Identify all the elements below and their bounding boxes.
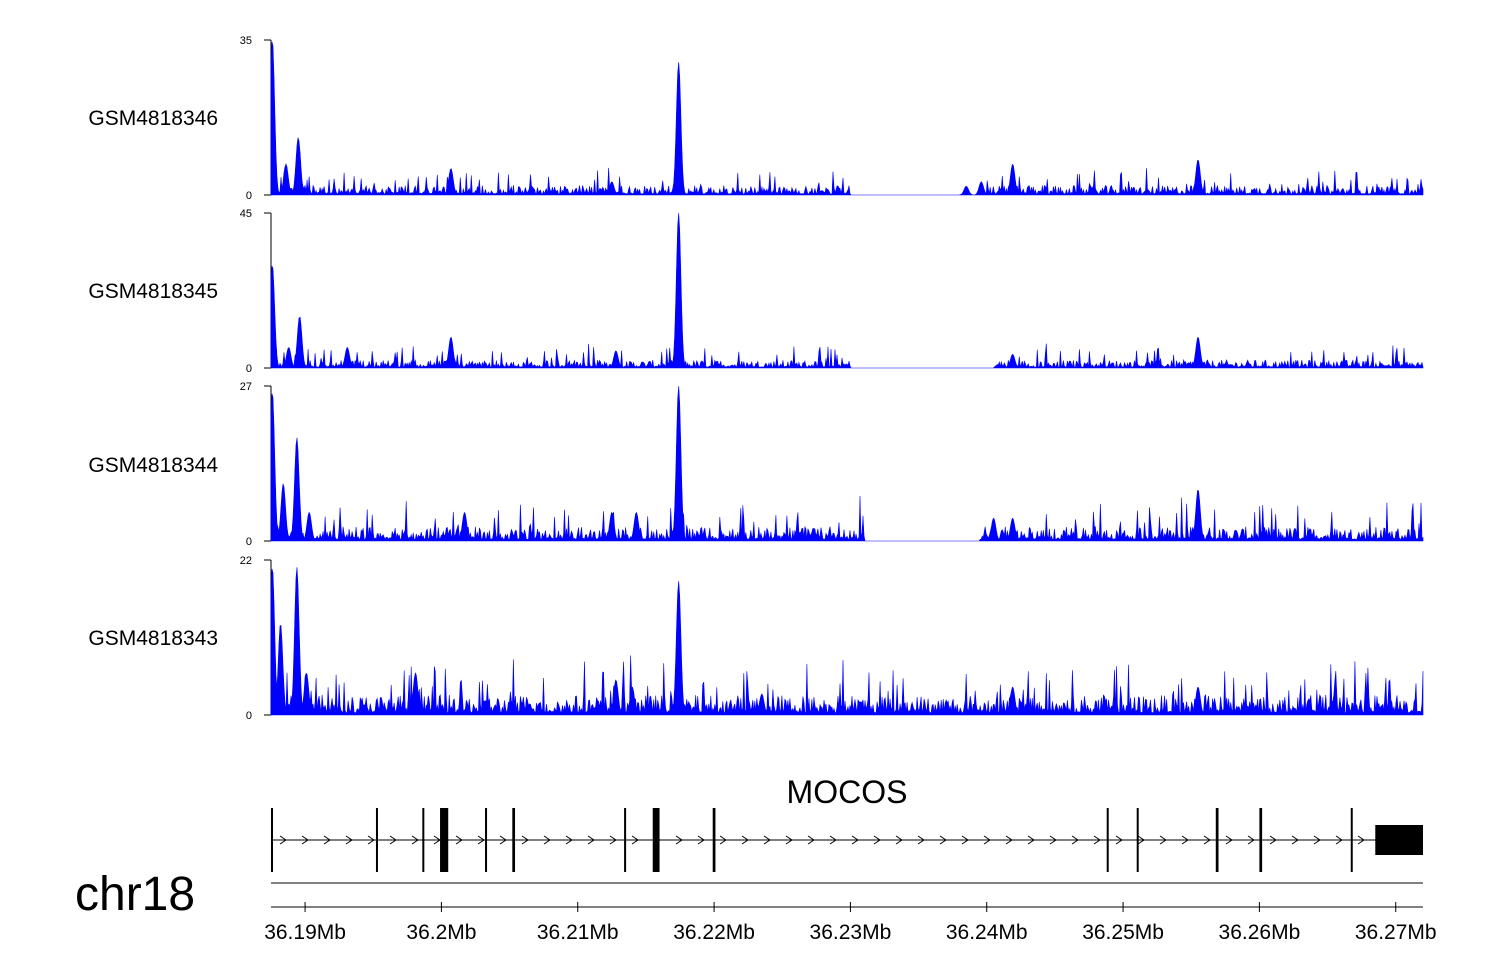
strand-arrow (1115, 835, 1123, 845)
strand-arrow (1049, 835, 1057, 845)
exon (1350, 808, 1353, 872)
strand-arrow (851, 835, 859, 845)
gene-model (271, 808, 1423, 872)
strand-arrow (895, 835, 903, 845)
y-tick-label-max: 45 (240, 208, 252, 220)
coverage-area (270, 213, 1424, 369)
strand-arrow (1225, 835, 1233, 845)
strand-arrow (1137, 835, 1145, 845)
exon (422, 808, 425, 872)
strand-arrow (279, 835, 287, 845)
coverage-area (270, 41, 1424, 196)
strand-arrow (521, 835, 529, 845)
y-tick-label-min: 0 (246, 190, 252, 202)
strand-arrow (609, 835, 617, 845)
exon (440, 808, 449, 872)
track-GSM4818343: GSM4818343 22 0 (88, 555, 1424, 722)
strand-arrow (411, 835, 419, 845)
strand-arrow (1269, 835, 1277, 845)
exon (1136, 808, 1139, 872)
y-tick-label-min: 0 (246, 536, 252, 548)
strand-arrow (477, 835, 485, 845)
strand-arrow (939, 835, 947, 845)
x-tick-label: 36.19Mb (264, 921, 346, 944)
x-tick-label: 36.26Mb (1219, 921, 1301, 944)
gene-label: MOCOS (787, 774, 908, 810)
strand-arrow (631, 835, 639, 845)
exon (624, 808, 627, 872)
exon (1106, 808, 1109, 872)
strand-arrow (499, 835, 507, 845)
exon-utr (1375, 825, 1423, 855)
strand-arrow (785, 835, 793, 845)
strand-arrow (1181, 835, 1189, 845)
strand-arrow (1203, 835, 1211, 845)
genome-axis: 36.19Mb 36.2Mb 36.21Mb 36.22Mb 36.23Mb 36.24M… (264, 882, 1437, 944)
exon (1259, 808, 1263, 872)
strand-arrow (807, 835, 815, 845)
strand-arrow (1005, 835, 1013, 845)
chromosome-label: chr18 (75, 868, 195, 921)
x-tick-label: 36.27Mb (1355, 921, 1437, 944)
strand-arrow (1071, 835, 1079, 845)
strand-arrow (433, 835, 441, 845)
x-tick-label: 36.24Mb (946, 921, 1028, 944)
coverage-area (270, 386, 1424, 542)
exon (271, 808, 273, 872)
strand-arrow (543, 835, 551, 845)
x-tick-label: 36.25Mb (1082, 921, 1164, 944)
x-tick-label: 36.22Mb (673, 921, 755, 944)
strand-arrow (1159, 835, 1167, 845)
track-label: GSM4818345 (88, 280, 218, 303)
track-label: GSM4818346 (88, 107, 218, 130)
strand-arrow (1357, 835, 1365, 845)
strand-arrow (367, 835, 375, 845)
x-tick-label: 36.21Mb (537, 921, 619, 944)
strand-arrow (323, 835, 331, 845)
coverage-tracks: GSM4818346350GSM4818345450GSM4818344270G… (88, 35, 1424, 722)
exon (485, 808, 488, 872)
strand-arrow (741, 835, 749, 845)
x-tick-label: 36.2Mb (406, 921, 476, 944)
exon (712, 808, 716, 872)
track-GSM4818346: GSM4818346 35 0 (88, 35, 1424, 202)
strand-arrow (697, 835, 705, 845)
exon (1215, 808, 1219, 872)
strand-arrow (719, 835, 727, 845)
strand-arrow (1027, 835, 1035, 845)
y-tick-label-min: 0 (246, 710, 252, 722)
strand-arrow (345, 835, 353, 845)
strand-arrow (829, 835, 837, 845)
strand-arrow (1247, 835, 1255, 845)
strand-arrow (389, 835, 397, 845)
strand-arrow (565, 835, 573, 845)
strand-arrow (763, 835, 771, 845)
track-GSM4818344: GSM4818344 27 0 (88, 381, 1424, 548)
strand-arrow (873, 835, 881, 845)
track-label: GSM4818343 (88, 627, 218, 650)
strand-arrow (301, 835, 309, 845)
strand-arrow (1093, 835, 1101, 845)
y-tick-label-max: 27 (240, 381, 252, 393)
y-tick-label-max: 35 (240, 35, 252, 47)
exon (652, 808, 660, 872)
strand-arrow (983, 835, 991, 845)
coverage-area (270, 567, 1424, 716)
track-label: GSM4818344 (88, 454, 218, 477)
strand-arrow (587, 835, 595, 845)
strand-arrow (675, 835, 683, 845)
exon (512, 808, 516, 872)
strand-arrow (917, 835, 925, 845)
y-tick-label-min: 0 (246, 363, 252, 375)
y-tick-label-max: 22 (240, 555, 252, 567)
exon (375, 808, 378, 872)
strand-arrow (455, 835, 463, 845)
x-tick-label: 36.23Mb (810, 921, 892, 944)
strand-arrow (961, 835, 969, 845)
strand-arrow (1313, 835, 1321, 845)
strand-arrow (1335, 835, 1343, 845)
track-GSM4818345: GSM4818345 45 0 (88, 208, 1424, 375)
strand-arrow (1291, 835, 1299, 845)
